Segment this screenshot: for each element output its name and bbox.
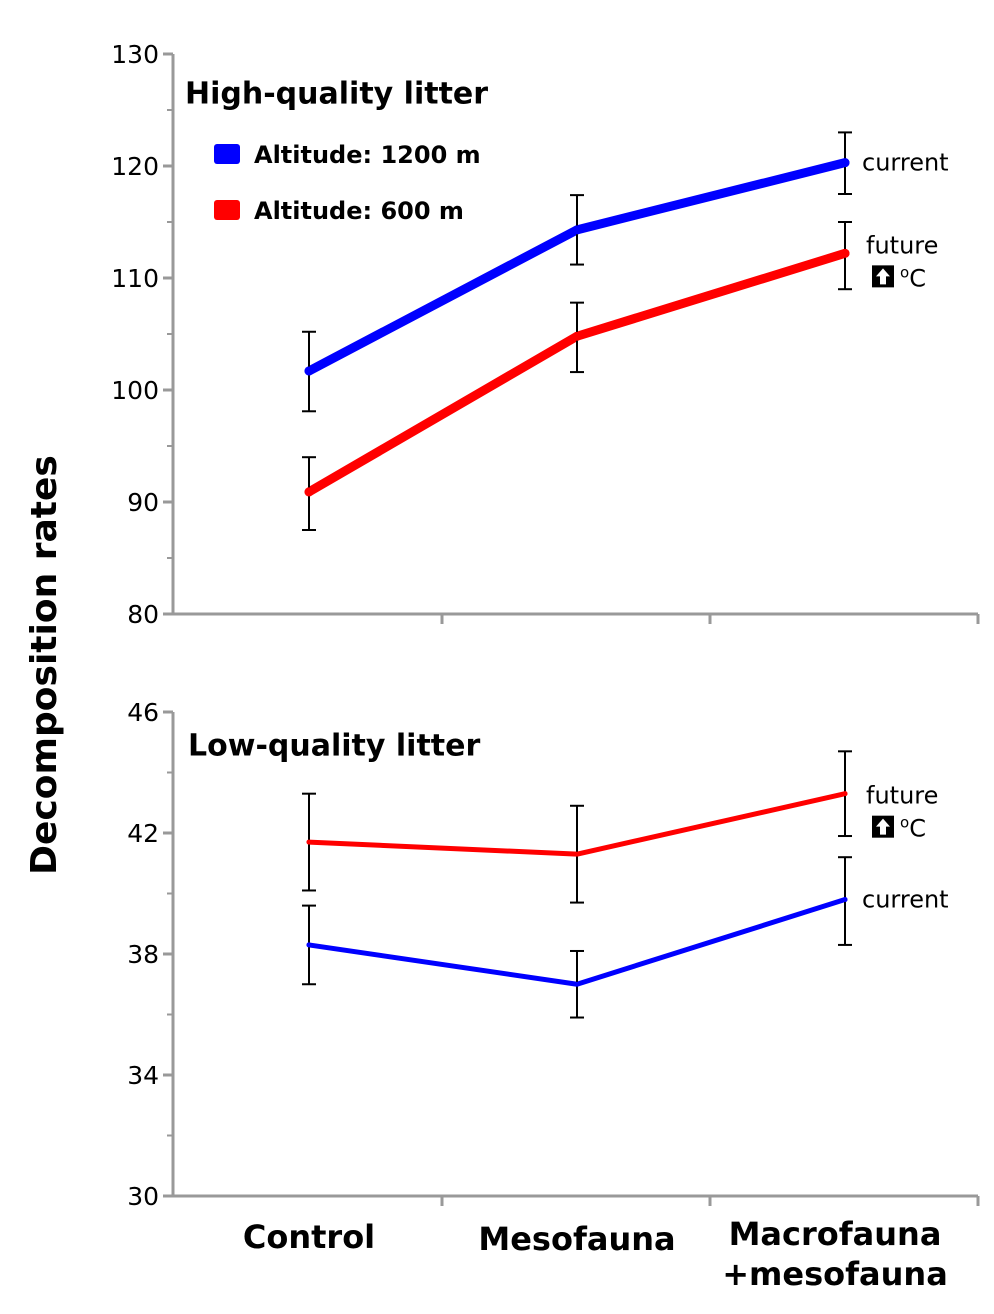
up-arrow-icon xyxy=(872,265,894,288)
annotation-current: current xyxy=(862,149,949,177)
y-tick-label: 30 xyxy=(127,1182,159,1211)
y-tick-label: 110 xyxy=(111,264,159,293)
legend-label: Altitude: 1200 m xyxy=(254,141,481,169)
data-point xyxy=(574,981,580,987)
y-tick-label: 42 xyxy=(127,819,159,848)
y-tick-label: 46 xyxy=(127,698,159,727)
data-point xyxy=(572,225,582,235)
panel-title: High-quality litter xyxy=(185,77,488,112)
data-point xyxy=(572,331,582,341)
category-labels: Control Mesofauna Macrofauna +mesofauna xyxy=(243,1215,948,1293)
data-point xyxy=(304,366,314,376)
y-tick-label: 130 xyxy=(111,40,159,69)
legend-label: Altitude: 600 m xyxy=(254,197,464,225)
legend-swatch xyxy=(214,200,240,220)
legend: Altitude: 1200 m Altitude: 600 m xyxy=(214,141,481,225)
data-point xyxy=(304,487,314,497)
y-tick-label: 34 xyxy=(127,1061,159,1090)
data-point xyxy=(842,791,848,797)
up-arrow-glyph xyxy=(876,268,890,285)
data-point xyxy=(574,851,580,857)
data-point xyxy=(306,942,312,948)
data-point xyxy=(842,897,848,903)
y-axis-label: Decomposition rates xyxy=(24,455,65,875)
panel-title: Low-quality litter xyxy=(188,729,480,764)
data-point xyxy=(840,158,850,168)
up-arrow-icon xyxy=(872,815,894,838)
annotation-unit: oC xyxy=(900,814,926,843)
data-point xyxy=(840,248,850,258)
annotation-unit: oC xyxy=(900,263,926,292)
data-point xyxy=(306,839,312,845)
panel-high-quality: 80 90 100 110 120 130 High-quality litter curre… xyxy=(111,40,980,629)
y-tick-label: 38 xyxy=(127,940,159,969)
up-arrow-glyph xyxy=(876,818,890,835)
category-label: Mesofauna xyxy=(478,1220,675,1258)
legend-swatch xyxy=(214,144,240,164)
annotation-current: current xyxy=(862,886,949,914)
category-label: Macrofauna +mesofauna xyxy=(722,1215,948,1293)
y-tick-label: 80 xyxy=(127,600,159,629)
y-tick-label: 100 xyxy=(111,376,159,405)
category-label: Control xyxy=(243,1218,375,1256)
panel-low-quality: 30 34 38 42 46 Low-quality litter current futur… xyxy=(127,698,980,1211)
annotation-future: future xyxy=(866,782,938,810)
y-tick-label: 90 xyxy=(127,488,159,517)
annotation-future: future xyxy=(866,231,938,259)
y-tick-label: 120 xyxy=(111,152,159,181)
